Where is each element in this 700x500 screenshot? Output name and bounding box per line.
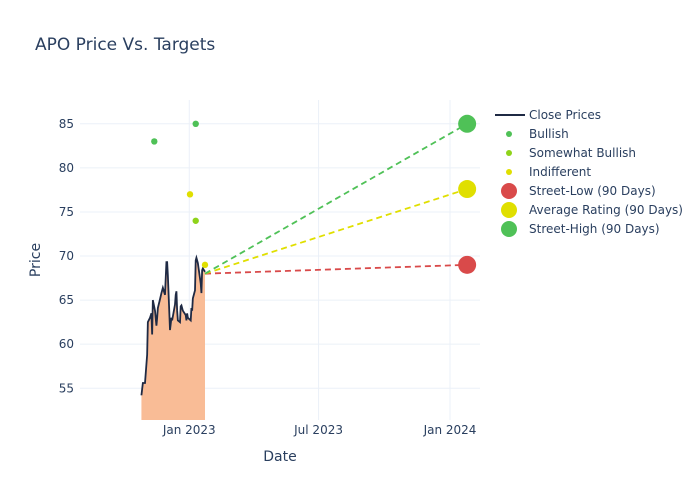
y-axis-label: Price (28, 243, 44, 277)
rating-point (192, 120, 199, 128)
x-tick-label: Jan 2024 (423, 423, 477, 437)
close-price-area (141, 257, 205, 420)
target-trend-line (204, 263, 468, 275)
legend-marker-swatch (506, 150, 512, 156)
target-marker (458, 180, 477, 199)
legend-label: Street-High (90 Days) (529, 222, 660, 236)
legend-label: Somewhat Bullish (529, 146, 636, 160)
y-tick-label: 70 (59, 249, 74, 263)
y-tick-label: 80 (59, 161, 74, 175)
legend-marker-swatch (506, 131, 512, 137)
legend-label: Close Prices (529, 108, 601, 122)
target-marker (458, 255, 477, 274)
y-tick-label: 85 (59, 117, 74, 131)
rating-point (186, 191, 194, 198)
legend-label: Street-Low (90 Days) (529, 184, 656, 198)
target-trend-line (204, 188, 468, 275)
x-axis-label: Date (263, 449, 296, 465)
y-tick-label: 75 (59, 205, 74, 219)
x-tick-label: Jan 2023 (162, 423, 216, 437)
target-trend-line (204, 123, 468, 275)
legend-label: Bullish (529, 127, 569, 141)
chart-title: APO Price Vs. Targets (35, 35, 215, 55)
rating-point (192, 217, 199, 224)
legend-marker-swatch (501, 202, 517, 218)
rating-point (151, 138, 158, 145)
close-price-line (140, 254, 206, 396)
legend-marker-swatch (501, 221, 517, 237)
legend-marker-swatch (501, 183, 517, 199)
y-tick-label: 60 (59, 337, 74, 351)
y-tick-label: 65 (59, 293, 74, 307)
legend-label: Indifferent (529, 165, 591, 179)
y-tick-label: 55 (59, 381, 74, 395)
legend-marker-swatch (506, 169, 512, 175)
legend-label: Average Rating (90 Days) (529, 203, 683, 217)
target-marker (458, 114, 477, 133)
x-tick-label: Jul 2023 (293, 423, 343, 437)
rating-point (201, 261, 209, 269)
